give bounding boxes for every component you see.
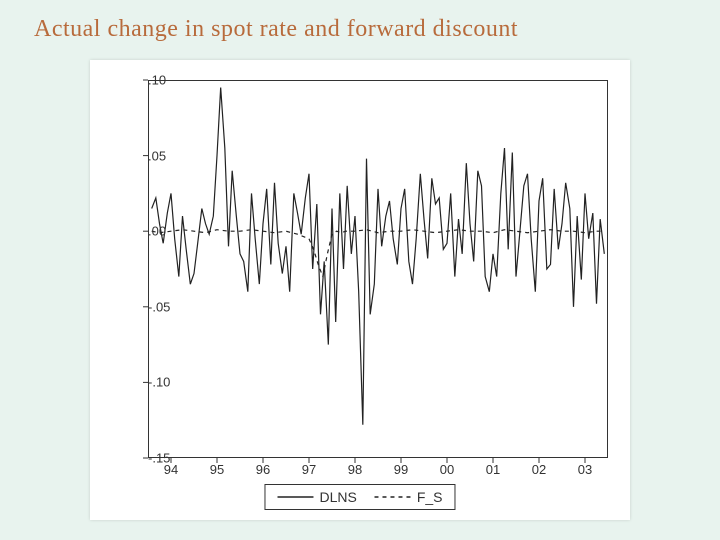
legend-line-solid (277, 490, 313, 504)
x-tick-label: 99 (394, 462, 408, 477)
chart-svg (148, 80, 608, 458)
series-DLNS (152, 88, 605, 425)
page-title: Actual change in spot rate and forward d… (34, 16, 518, 43)
x-tick-label: 95 (210, 462, 224, 477)
x-tick-label: 97 (302, 462, 316, 477)
legend-line-dashed (375, 490, 411, 504)
x-tick-label: 02 (532, 462, 546, 477)
legend-label-dlns: DLNS (319, 489, 356, 505)
x-tick-label: 94 (164, 462, 178, 477)
x-tick-label: 96 (256, 462, 270, 477)
chart-panel: -.15-.10-.05.00.05.109495969798990001020… (90, 60, 630, 520)
x-tick-label: 03 (578, 462, 592, 477)
x-tick-label: 01 (486, 462, 500, 477)
legend-item-fs: F_S (375, 489, 443, 505)
plot-area: -.15-.10-.05.00.05.109495969798990001020… (148, 80, 608, 458)
legend: DLNS F_S (264, 484, 455, 510)
legend-label-fs: F_S (417, 489, 443, 505)
legend-item-dlns: DLNS (277, 489, 356, 505)
x-tick-label: 98 (348, 462, 362, 477)
x-tick-label: 00 (440, 462, 454, 477)
